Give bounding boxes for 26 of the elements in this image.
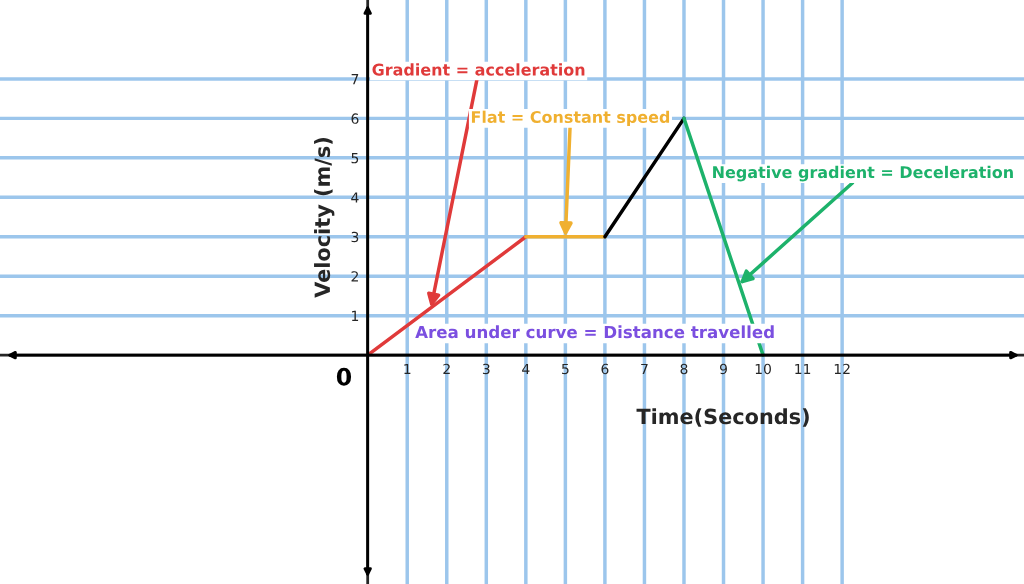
annotation: 0 xyxy=(336,367,352,386)
x-tick-label: 1 xyxy=(404,363,411,375)
x-tick-label: 5 xyxy=(562,363,569,375)
y-tick-label: 5 xyxy=(351,152,359,164)
x-tick-label: 3 xyxy=(482,363,490,375)
y-axis-title: Velocity (m/s) xyxy=(314,138,335,298)
y-tick-label: 2 xyxy=(351,271,358,282)
x-tick-label: 4 xyxy=(522,363,530,375)
x-tick-label: 2 xyxy=(443,363,450,375)
x-tick-label: 9 xyxy=(719,363,727,375)
y-tick-label: 6 xyxy=(351,113,359,124)
y-tick-label: 1 xyxy=(352,310,359,321)
y-tick-label: 7 xyxy=(351,74,359,85)
annotation: Gradient = acceleration xyxy=(372,63,585,76)
x-tick-label: 10 xyxy=(755,363,771,375)
annotation: Flat = Constant speed xyxy=(471,110,670,127)
annotation: Area under curve = Distance travelled xyxy=(415,325,774,339)
y-tick-label: 3 xyxy=(351,231,359,243)
x-tick-label: 12 xyxy=(834,363,850,375)
x-tick-label: 7 xyxy=(641,363,648,375)
x-tick-label: 6 xyxy=(601,363,609,375)
x-tick-label: 11 xyxy=(795,363,811,375)
annotation: Negative gradient = Deceleration xyxy=(713,165,1013,182)
x-axis-title: Time(Seconds) xyxy=(636,408,809,427)
y-tick-label: 4 xyxy=(351,192,359,203)
x-tick-label: 8 xyxy=(680,363,688,375)
